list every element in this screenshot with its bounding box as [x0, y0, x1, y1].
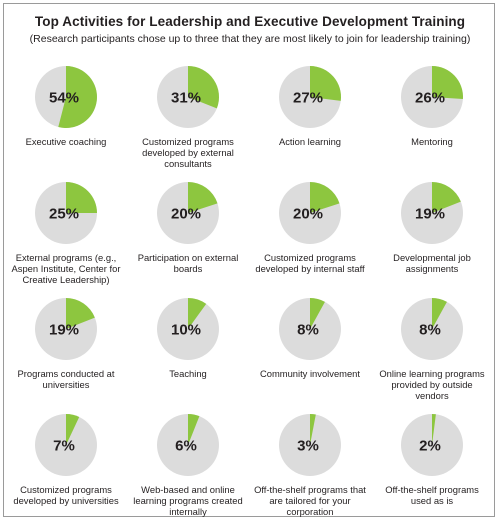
pie-item: 19% Programs conducted at universities — [5, 288, 127, 403]
pie-chart: 31% — [157, 66, 219, 128]
pie-value-slice — [432, 298, 447, 329]
pie-percent-label: 19% — [49, 322, 79, 339]
pie-percent-label: 26% — [415, 90, 445, 107]
pie-percent-label: 25% — [49, 206, 79, 223]
pie-chart: 7% — [35, 414, 97, 476]
pie-percent-label: 54% — [49, 90, 79, 107]
pie-value-slice — [188, 182, 218, 213]
pie-category-label: Online learning programs provided by out… — [379, 368, 485, 401]
pie-item: 26% Mentoring — [371, 56, 493, 171]
pie-value-slice — [432, 66, 464, 99]
pie-category-label: Community involvement — [259, 368, 361, 379]
pie-chart: 25% — [35, 182, 97, 244]
pie-value-slice — [310, 66, 342, 101]
pie-percent-label: 7% — [53, 438, 75, 455]
pie-value-slice — [66, 414, 80, 445]
pie-category-label: Off-the-shelf programs used as is — [385, 484, 479, 506]
pie-value-slice — [58, 66, 97, 128]
pie-grid: 54% Executive coaching 31% Customized progr… — [5, 56, 495, 519]
pie-item: 20% Customized programs developed by inte… — [249, 172, 371, 287]
pie-item: 20% Participation on external boards — [127, 172, 249, 287]
pie-category-label: Off-the-shelf programs that are tailored… — [254, 484, 366, 517]
pie-value-slice — [310, 298, 325, 329]
pie-category-label: Mentoring — [411, 136, 453, 147]
pie-value-slice — [432, 182, 461, 213]
pie-value-slice — [310, 414, 316, 445]
chart-title: Top Activities for Leadership and Execut… — [34, 14, 466, 29]
pie-category-label: Programs conducted at universities — [17, 368, 115, 390]
pie-chart: 27% — [279, 66, 342, 128]
pie-value-slice — [188, 298, 207, 329]
pie-category-label: External programs (e.g., Aspen Institute… — [11, 252, 121, 285]
pie-chart: 20% — [279, 182, 341, 244]
pie-item: 10% Teaching — [127, 288, 249, 403]
pie-value-slice — [188, 66, 219, 109]
pie-item: 7% Customized programs developed by unive… — [5, 404, 127, 519]
pie-chart: 26% — [401, 66, 464, 128]
pie-percent-label: 8% — [297, 322, 319, 339]
pie-item: 25% External programs (e.g., Aspen Instit… — [5, 172, 127, 287]
pie-category-label: Customized programs developed by interna… — [255, 252, 365, 274]
pie-chart: 20% — [157, 182, 219, 244]
pie-percent-label: 19% — [415, 206, 445, 223]
chart-subtitle: (Research participants chose up to three… — [29, 33, 471, 45]
pie-value-slice — [432, 413, 436, 445]
pie-item: 27% Action learning — [249, 56, 371, 171]
pie-item: 6% Web-based and online learning programs… — [127, 404, 249, 519]
pie-item: 2% Off-the-shelf programs used as is — [371, 404, 493, 519]
pie-chart: 54% — [35, 66, 97, 128]
pie-category-label: Customized programs developed by externa… — [142, 136, 234, 169]
pie-chart: 2% — [401, 413, 463, 476]
pie-item: 8% Community involvement — [249, 288, 371, 403]
pie-chart: 19% — [35, 298, 97, 360]
pie-item: 3% Off-the-shelf programs that are tailor… — [249, 404, 371, 519]
chart-frame — [3, 3, 495, 517]
pie-value-slice — [66, 182, 97, 213]
pie-percent-label: 8% — [419, 322, 441, 339]
pie-chart: 6% — [157, 414, 219, 476]
pie-percent-label: 27% — [293, 90, 323, 107]
pie-category-label: Customized programs developed by univers… — [13, 484, 119, 506]
pie-chart: 19% — [401, 182, 463, 244]
pie-category-label: Executive coaching — [25, 136, 107, 147]
pie-percent-label: 6% — [175, 438, 197, 455]
pie-item: 19% Developmental job assignments — [371, 172, 493, 287]
pie-value-slice — [188, 414, 200, 445]
pie-item: 8% Online learning programs provided by o… — [371, 288, 493, 403]
pie-category-label: Teaching — [169, 368, 207, 379]
pie-chart: 8% — [401, 298, 463, 360]
pie-percent-label: 20% — [171, 206, 201, 223]
pie-percent-label: 3% — [297, 438, 319, 455]
pie-item: 54% Executive coaching — [5, 56, 127, 171]
pie-category-label: Participation on external boards — [137, 252, 239, 274]
pie-category-label: Action learning — [278, 136, 342, 147]
pie-percent-label: 20% — [293, 206, 323, 223]
pie-category-label: Web-based and online learning programs c… — [133, 484, 243, 517]
pie-percent-label: 31% — [171, 90, 201, 107]
pie-value-slice — [310, 182, 340, 213]
pie-percent-label: 10% — [171, 322, 201, 339]
pie-chart: 8% — [279, 298, 341, 360]
pie-value-slice — [66, 298, 95, 329]
pie-item: 31% Customized programs developed by exte… — [127, 56, 249, 171]
pie-percent-label: 2% — [419, 438, 441, 455]
pie-chart: 10% — [157, 298, 219, 360]
pie-chart: 3% — [279, 414, 341, 476]
pie-category-label: Developmental job assignments — [393, 252, 471, 274]
